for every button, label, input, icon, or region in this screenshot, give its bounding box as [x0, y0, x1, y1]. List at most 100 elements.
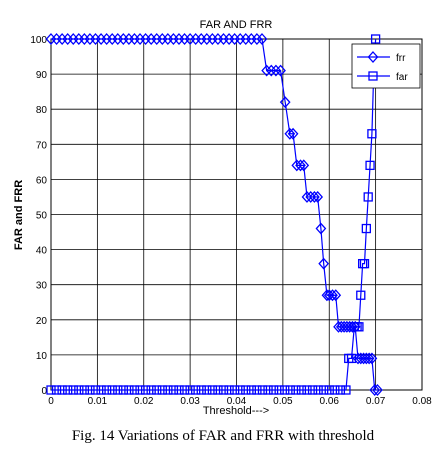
y-tick-label: 60 — [36, 175, 48, 186]
frr-data-point — [363, 352, 375, 365]
frr-data-point — [251, 33, 263, 45]
y-tick-label: 100 — [30, 35, 47, 46]
y-tick-label: 0 — [41, 386, 47, 397]
frr-data-point — [270, 64, 282, 77]
far-data-point — [168, 385, 179, 395]
x-tick-label: 0.05 — [273, 396, 293, 407]
far-data-point — [152, 385, 162, 395]
far-data-point — [263, 385, 273, 395]
far-data-point — [307, 385, 318, 395]
far-data-point — [218, 385, 229, 395]
x-tick-label: 0.01 — [88, 396, 108, 407]
legend-square-icon — [368, 71, 378, 81]
far-data-point — [291, 385, 301, 395]
far-data-point — [113, 385, 123, 395]
far-data-point — [102, 385, 112, 395]
far-data-point — [356, 290, 366, 300]
far-data-point — [370, 34, 381, 44]
far-data-point — [341, 385, 351, 395]
far-data-point — [224, 385, 234, 395]
frr-data-point — [309, 190, 320, 203]
far-data-point — [124, 385, 134, 395]
frr-data-point — [284, 127, 296, 140]
far-data-point — [296, 385, 307, 395]
far-data-point — [359, 258, 370, 269]
far-data-point — [346, 353, 357, 364]
far-data-point — [335, 385, 346, 395]
far-data-point — [129, 385, 140, 395]
far-data-point — [313, 385, 323, 395]
frr-data-point — [291, 159, 303, 172]
legend-diamond-icon — [367, 51, 379, 63]
frr-data-point — [315, 222, 327, 235]
far-data-point — [252, 385, 262, 395]
far-data-point — [174, 385, 184, 395]
far-data-point — [354, 322, 364, 332]
frr-data-point — [256, 33, 268, 45]
far-data-point — [213, 385, 223, 395]
far-data-point — [235, 385, 245, 395]
far-data-point — [196, 385, 206, 395]
far-data-point — [107, 385, 117, 395]
frr-data-point — [366, 352, 378, 365]
far-data-point — [365, 160, 375, 171]
plot-series — [45, 33, 383, 396]
far-data-point — [163, 385, 173, 395]
frr-data-point — [318, 257, 330, 270]
frr-data-point — [261, 64, 273, 77]
frr-data-point — [279, 96, 291, 109]
x-tick-label: 0.06 — [320, 396, 340, 407]
frr-data-point — [372, 384, 383, 396]
chart-title: FAR AND FRR — [200, 19, 273, 31]
far-data-point — [302, 385, 312, 395]
far-data-point — [191, 385, 201, 395]
far-data-point — [157, 385, 167, 395]
frr-data-point — [312, 190, 324, 203]
x-tick-label: 0.08 — [412, 396, 432, 407]
far-data-point — [246, 385, 256, 395]
frr-data-point — [287, 127, 299, 140]
far-data-point — [274, 385, 284, 395]
far-data-point — [268, 385, 279, 395]
far-data-point — [202, 385, 212, 395]
y-tick-label: 80 — [36, 105, 48, 116]
far-data-point — [135, 385, 145, 395]
far-data-point — [319, 385, 329, 395]
x-tick-label: 0 — [48, 396, 54, 407]
frr-data-point — [265, 64, 277, 77]
far-data-point — [207, 385, 218, 395]
frr-data-point — [295, 159, 306, 172]
far-data-point — [229, 385, 240, 395]
x-tick-label: 0.03 — [180, 396, 200, 407]
y-tick-label: 70 — [36, 140, 48, 151]
y-tick-label: 10 — [36, 351, 48, 362]
far-data-point — [285, 385, 295, 395]
far-data-point — [63, 385, 73, 395]
far-data-point — [361, 223, 372, 234]
frr-data-point — [330, 289, 342, 302]
far-data-point — [241, 385, 251, 395]
frr-data-point — [275, 64, 286, 77]
far-data-point — [146, 385, 156, 395]
far-data-point — [51, 385, 62, 395]
far-data-point — [179, 385, 190, 395]
far-data-point — [79, 385, 90, 395]
far-data-point — [324, 385, 334, 395]
far-data-point — [185, 385, 195, 395]
y-tick-label: 40 — [36, 246, 48, 257]
legend: frr far — [351, 43, 421, 89]
grid-lines — [51, 39, 422, 390]
far-data-point — [96, 385, 106, 395]
far-data-point — [118, 385, 128, 395]
far-data-point — [140, 385, 151, 395]
far-data-point — [363, 192, 373, 202]
frr-data-point — [301, 190, 313, 203]
frr-data-point — [298, 159, 310, 172]
frr-data-point — [305, 190, 317, 203]
frr-data-point — [369, 384, 381, 396]
y-tick-label: 90 — [36, 70, 48, 81]
legend-label-frr: frr — [396, 53, 406, 64]
y-tick-label: 20 — [36, 316, 48, 327]
figure-caption: Fig. 14 Variations of FAR and FRR with t… — [71, 428, 375, 444]
